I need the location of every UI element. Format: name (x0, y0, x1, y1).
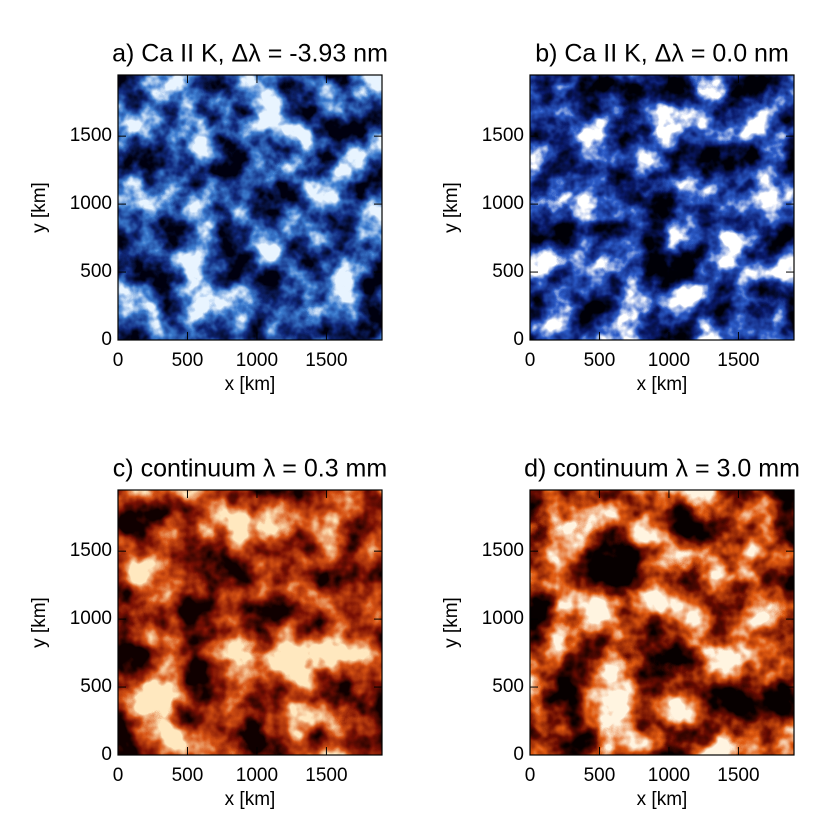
image (118, 490, 382, 755)
panel: 0 500 1000 1500 0 500 1000 1500 d) continuum λ =… (441, 455, 800, 810)
x-tick-label: 0 (113, 765, 124, 786)
y-tick-label: 1000 (482, 193, 524, 214)
x-tick-label: 0 (525, 350, 536, 371)
x-tick-label: 500 (584, 765, 616, 786)
x-tick-label: 1000 (236, 350, 278, 371)
y-tick-label: 1500 (482, 125, 524, 146)
plot-frame (117, 489, 383, 756)
plot-frame (529, 489, 795, 756)
y-tick-label: 0 (513, 329, 524, 350)
y-tick-label: 0 (101, 744, 112, 765)
x-axis-label: x [km] (225, 374, 276, 395)
x-axis-label: x [km] (637, 789, 688, 810)
x-tick-label: 0 (113, 350, 124, 371)
y-axis-label: y [km] (29, 597, 50, 648)
panel: 0 500 1000 1500 0 500 1000 1500 a) Ca II K, Δλ =… (29, 40, 388, 395)
x-tick-label: 500 (172, 765, 204, 786)
x-tick-label: 500 (584, 350, 616, 371)
x-tick-label: 1000 (648, 765, 690, 786)
y-tick-label: 500 (80, 261, 112, 282)
panel-title: a) Ca II K, Δλ = -3.93 nm (112, 40, 388, 68)
x-tick-label: 1500 (305, 350, 347, 371)
y-tick-label: 1500 (482, 540, 524, 561)
plot-frame (529, 74, 795, 341)
x-tick-label: 500 (172, 350, 204, 371)
y-tick-label: 1500 (70, 540, 112, 561)
y-axis-label: y [km] (29, 182, 50, 233)
y-tick-label: 1000 (482, 608, 524, 629)
y-tick-label: 1500 (70, 125, 112, 146)
y-axis-label: y [km] (441, 182, 462, 233)
y-tick-label: 0 (101, 329, 112, 350)
image (530, 75, 794, 340)
panel-title: d) continuum λ = 3.0 mm (524, 455, 800, 483)
image (530, 490, 794, 755)
y-tick-label: 1000 (70, 193, 112, 214)
panel-title: c) continuum λ = 0.3 mm (113, 455, 387, 483)
y-axis-label: y [km] (441, 597, 462, 648)
y-tick-label: 500 (80, 676, 112, 697)
panel: 0 500 1000 1500 0 500 1000 1500 b) Ca II K, Δλ =… (441, 40, 795, 395)
x-axis-label: x [km] (225, 789, 276, 810)
image (118, 75, 382, 340)
x-tick-label: 1500 (717, 350, 759, 371)
x-tick-label: 1000 (236, 765, 278, 786)
x-tick-label: 1000 (648, 350, 690, 371)
x-tick-label: 0 (525, 765, 536, 786)
x-tick-label: 1500 (305, 765, 347, 786)
panel: 0 500 1000 1500 0 500 1000 1500 c) continuum λ =… (29, 455, 387, 810)
y-tick-label: 500 (492, 676, 524, 697)
x-tick-label: 1500 (717, 765, 759, 786)
x-axis-label: x [km] (637, 374, 688, 395)
y-tick-label: 500 (492, 261, 524, 282)
panel-title: b) Ca II K, Δλ = 0.0 nm (535, 40, 789, 68)
plot-frame (117, 74, 383, 341)
y-tick-label: 1000 (70, 608, 112, 629)
y-tick-label: 0 (513, 744, 524, 765)
